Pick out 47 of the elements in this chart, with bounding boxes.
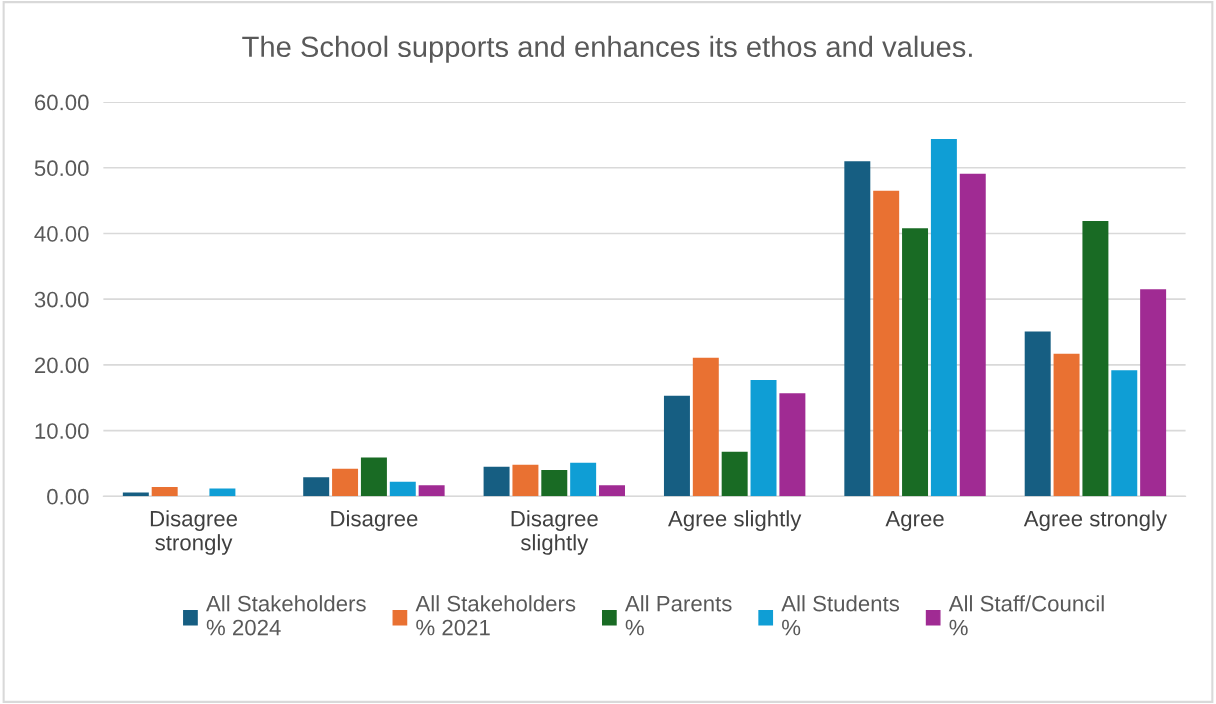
x-tick-label: Agree strongly [1023,510,1168,531]
legend-label: All Stakeholders % 2024 [206,595,366,636]
y-tick-label: 0.00 [47,488,89,505]
bar [1140,289,1167,497]
bar [151,487,178,497]
bar [1111,370,1138,497]
bar [541,470,568,497]
x-tick-label: Agree [885,511,944,531]
bar [1053,353,1080,497]
bar [844,161,871,497]
bar [332,468,359,497]
y-tick-label: 30.00 [34,291,89,308]
x-tick-label: Disagree [331,510,418,531]
bar [959,173,986,497]
x-tick-label: Disagree strongly [150,510,238,555]
bar [902,228,929,497]
y-tick-label: 10.00 [35,423,89,439]
chart-title: The School supports and enhances its ethos and values. [242,35,972,63]
bar [389,481,416,497]
bar [418,485,445,497]
bar [779,393,806,497]
bar [599,485,625,497]
bar [721,451,748,497]
bar [663,395,690,497]
bar [750,380,777,497]
bar [873,190,900,497]
x-tick-label: Agree slightly [668,510,802,531]
bar [512,464,539,497]
bar [1082,221,1109,497]
bar [692,357,719,497]
legend-label: All Staff/Council % [948,595,1104,636]
y-tick-label: 60.00 [35,94,89,111]
bar [209,488,236,497]
y-tick-label: 50.00 [34,160,89,177]
y-tick-label: 20.00 [34,357,89,374]
bar [930,138,957,497]
legend-label: All Stakeholders % 2021 [415,595,576,636]
bar [570,462,597,497]
legend-label: All Parents % [624,595,732,636]
y-tick-label: 40.00 [34,226,89,242]
legend-label: All Students % [781,595,900,636]
bar [122,492,149,497]
bar [1024,331,1051,497]
bar [360,457,387,497]
bar [483,466,510,497]
x-tick-label: Disagree slightly [511,510,598,555]
bar [303,477,330,497]
